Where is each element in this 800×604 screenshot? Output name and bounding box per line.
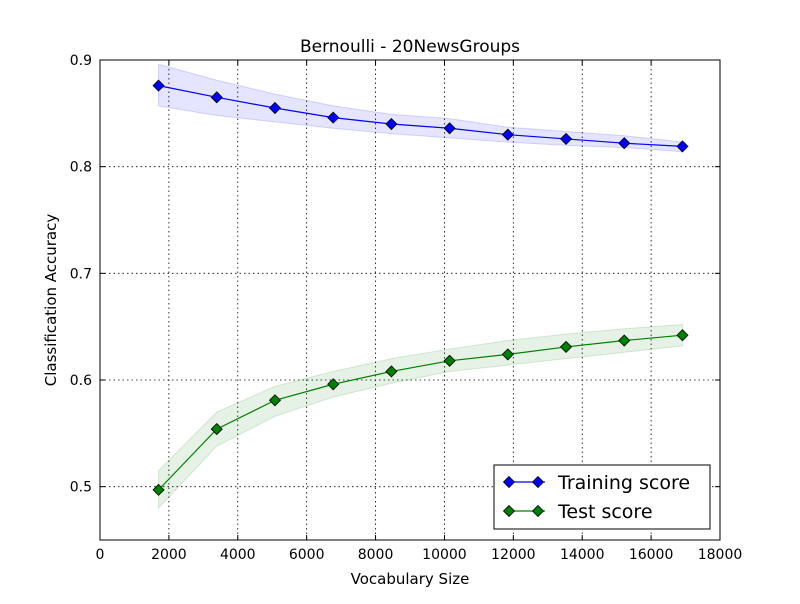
y-axis-label: Classification Accuracy bbox=[42, 214, 60, 387]
y-tick-label: 0.9 bbox=[70, 53, 92, 69]
plot-area-frame bbox=[99, 59, 721, 541]
y-tick-label: 0.7 bbox=[70, 266, 92, 282]
x-tick-label: 18000 bbox=[698, 547, 743, 563]
test-score-point bbox=[327, 378, 340, 391]
test-score-line bbox=[158, 334, 683, 491]
legend-label-test-score: Test score bbox=[557, 501, 653, 523]
training-score-point bbox=[501, 128, 514, 141]
test-score-point bbox=[443, 354, 456, 367]
x-axis-label: Vocabulary Size bbox=[351, 570, 470, 588]
y-tick-label: 0.6 bbox=[70, 373, 92, 389]
y-tick-label: 0.5 bbox=[70, 480, 92, 496]
y-tick-label: 0.8 bbox=[70, 160, 92, 176]
legend: Training score Test score bbox=[493, 464, 711, 530]
legend-marker-test-score bbox=[531, 504, 545, 518]
test-score-point bbox=[152, 483, 165, 496]
x-tick-label: 12000 bbox=[491, 547, 536, 563]
legend-marker-training-score bbox=[531, 475, 545, 489]
training-score-point bbox=[327, 111, 340, 124]
training-score-point bbox=[618, 137, 631, 150]
x-tick-label: 4000 bbox=[220, 547, 256, 563]
training-score-point bbox=[385, 117, 398, 131]
training-score-point bbox=[559, 132, 573, 145]
grid-lines bbox=[100, 60, 720, 540]
training-score-point bbox=[676, 140, 689, 153]
x-tick-label: 16000 bbox=[629, 547, 674, 563]
test-score-point bbox=[676, 329, 689, 342]
x-tick-label: 2000 bbox=[151, 547, 187, 563]
test-score-point bbox=[559, 340, 573, 353]
training-score-point bbox=[268, 101, 282, 115]
test-score-point bbox=[618, 334, 631, 347]
training-score-point bbox=[443, 122, 456, 135]
legend-label-training-score: Training score bbox=[557, 472, 690, 494]
series-lines bbox=[158, 85, 683, 491]
training-score-point bbox=[152, 79, 165, 92]
test-score-band bbox=[158, 323, 683, 510]
test-score-point bbox=[385, 365, 398, 378]
training-score-point bbox=[210, 91, 223, 104]
chart-title: Bernoulli - 20NewsGroups bbox=[300, 37, 520, 57]
x-tick-label: 14000 bbox=[560, 547, 605, 563]
x-tick-label: 10000 bbox=[422, 547, 467, 563]
x-tick-label: 6000 bbox=[289, 547, 325, 563]
x-tick-label: 0 bbox=[96, 547, 105, 563]
training-score-line bbox=[158, 85, 683, 147]
test-score-point bbox=[268, 394, 282, 407]
test-score-point bbox=[210, 423, 223, 436]
legend-marker-test-score bbox=[502, 504, 516, 518]
legend-marker-training-score bbox=[502, 475, 516, 489]
x-tick-label: 8000 bbox=[358, 547, 394, 563]
test-score-point bbox=[501, 348, 514, 361]
series-markers bbox=[152, 79, 689, 496]
legend-box bbox=[493, 464, 711, 530]
axis-ticks: 0 2000 4000 6000 8000 10000 12000 14000 16000 180… bbox=[70, 53, 743, 563]
